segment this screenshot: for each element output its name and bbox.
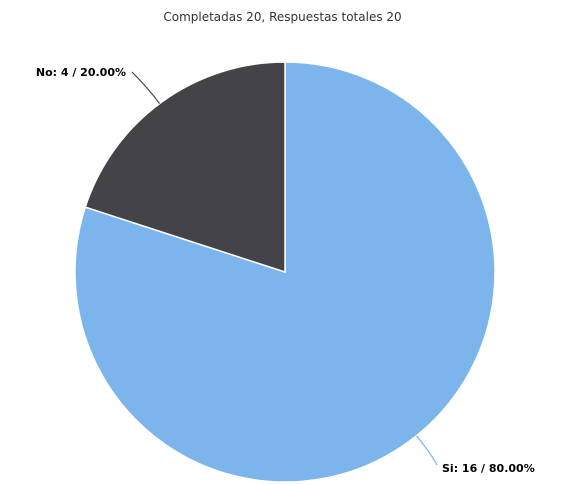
connector-no — [131, 71, 161, 104]
chart-title: Completadas 20, Respuestas totales 20 — [163, 10, 402, 24]
slice-label-no: No: 4 / 20.00% — [36, 66, 126, 79]
pie-slice-no[interactable] — [84, 61, 286, 274]
connector-si — [416, 435, 438, 466]
slice-label-si: Si: 16 / 80.00% — [442, 462, 535, 475]
